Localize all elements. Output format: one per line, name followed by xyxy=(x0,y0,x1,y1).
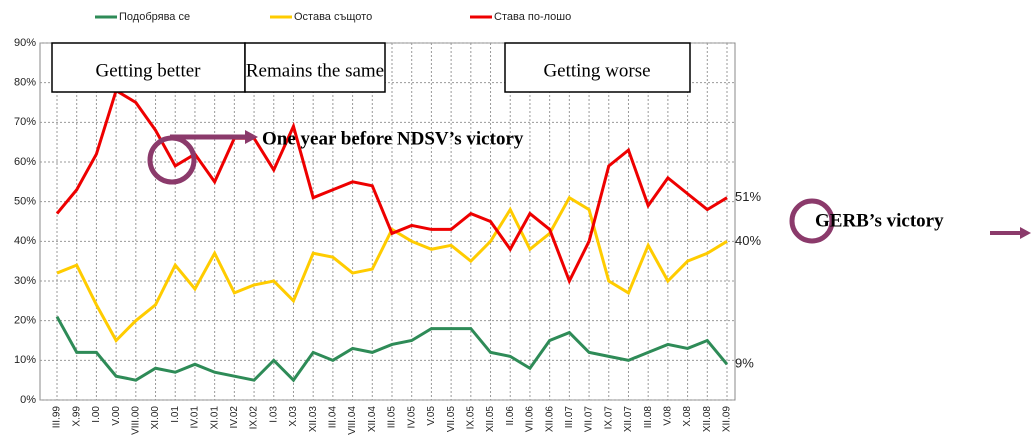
x-tick-label: II.06 xyxy=(505,406,516,426)
x-tick-label: IX.05 xyxy=(465,406,476,430)
x-tick-label: IV.01 xyxy=(190,406,201,429)
y-tick-label: 60% xyxy=(14,156,36,168)
annotation: Getting worse xyxy=(543,60,650,81)
y-tick-label: 40% xyxy=(14,235,36,247)
legend-label: Подобрява се xyxy=(119,11,190,23)
x-tick-label: VIII.00 xyxy=(130,406,141,435)
x-tick-label: XII.03 xyxy=(308,406,319,433)
data-label: 40% xyxy=(735,233,761,248)
x-tick-label: IV.02 xyxy=(229,406,240,429)
x-tick-label: III.07 xyxy=(564,406,575,429)
series-line xyxy=(55,88,728,285)
arrow-head xyxy=(245,130,258,144)
annotation: One year before NDSV’s victory xyxy=(262,128,524,149)
annotation-box xyxy=(504,42,691,93)
x-tick-label: III.08 xyxy=(643,406,654,429)
x-tick-label: V.05 xyxy=(426,406,437,426)
x-tick-label: VII.05 xyxy=(446,406,457,433)
series-line xyxy=(56,195,728,343)
legend-label: Остава същото xyxy=(294,11,372,23)
x-tick-label: I.03 xyxy=(268,406,279,423)
annotation: Getting better xyxy=(96,60,202,81)
x-tick-label: XI.01 xyxy=(209,406,220,430)
y-tick-label: 70% xyxy=(14,116,36,128)
x-tick-label: V.08 xyxy=(663,406,674,426)
data-label: 9% xyxy=(735,356,754,371)
annotation: Remains the same xyxy=(246,60,384,81)
x-tick-label: IX.07 xyxy=(603,406,614,430)
x-tick-label: VIII.04 xyxy=(347,406,358,435)
x-tick-label: XII.04 xyxy=(367,406,378,433)
x-tick-label: III.04 xyxy=(328,406,339,429)
y-tick-label: 0% xyxy=(20,394,36,406)
annotation-box xyxy=(51,42,246,93)
x-tick-label: IV.05 xyxy=(406,406,417,429)
x-tick-label: XII.08 xyxy=(702,406,713,433)
x-tick-label: V.00 xyxy=(111,406,122,426)
layer: 0% 10% 20% 30% 40% 50% 60% 70% 80% 90% III.99 X.99 I… xyxy=(14,37,735,435)
annotation-box xyxy=(244,42,386,93)
x-tick-label: XII.09 xyxy=(722,406,733,433)
x-tick-label: XII.07 xyxy=(623,406,634,433)
y-tick-label: 30% xyxy=(14,275,36,287)
x-tick-label: X.99 xyxy=(71,406,82,427)
y-tick-label: 50% xyxy=(14,196,36,208)
x-tick-label: I.01 xyxy=(170,406,181,423)
legend-label: Става по-лошо xyxy=(494,11,571,23)
highlight-circle xyxy=(789,198,835,244)
x-tick-label: III.05 xyxy=(387,406,398,429)
x-tick-label: XI.00 xyxy=(150,406,161,430)
arrow-head xyxy=(1020,227,1031,239)
x-tick-label: VII.06 xyxy=(525,406,536,433)
y-tick-label: 20% xyxy=(14,315,36,327)
x-tick-label: X.08 xyxy=(682,406,693,427)
x-tick-label: XII.06 xyxy=(544,406,555,433)
y-tick-label: 10% xyxy=(14,354,36,366)
x-tick-label: III.99 xyxy=(52,406,63,429)
x-tick-label: X.03 xyxy=(288,406,299,427)
x-tick-label: IX.02 xyxy=(249,406,260,430)
x-tick-label: VII.07 xyxy=(584,406,595,433)
x-tick-label: XII.05 xyxy=(485,406,496,433)
data-label: 51% xyxy=(735,189,761,204)
series-line xyxy=(55,315,729,383)
annotation: GERB’s victory xyxy=(815,210,944,231)
x-tick-label: I.00 xyxy=(91,406,102,423)
y-tick-label: 90% xyxy=(14,37,36,49)
y-tick-label: 80% xyxy=(14,77,36,89)
